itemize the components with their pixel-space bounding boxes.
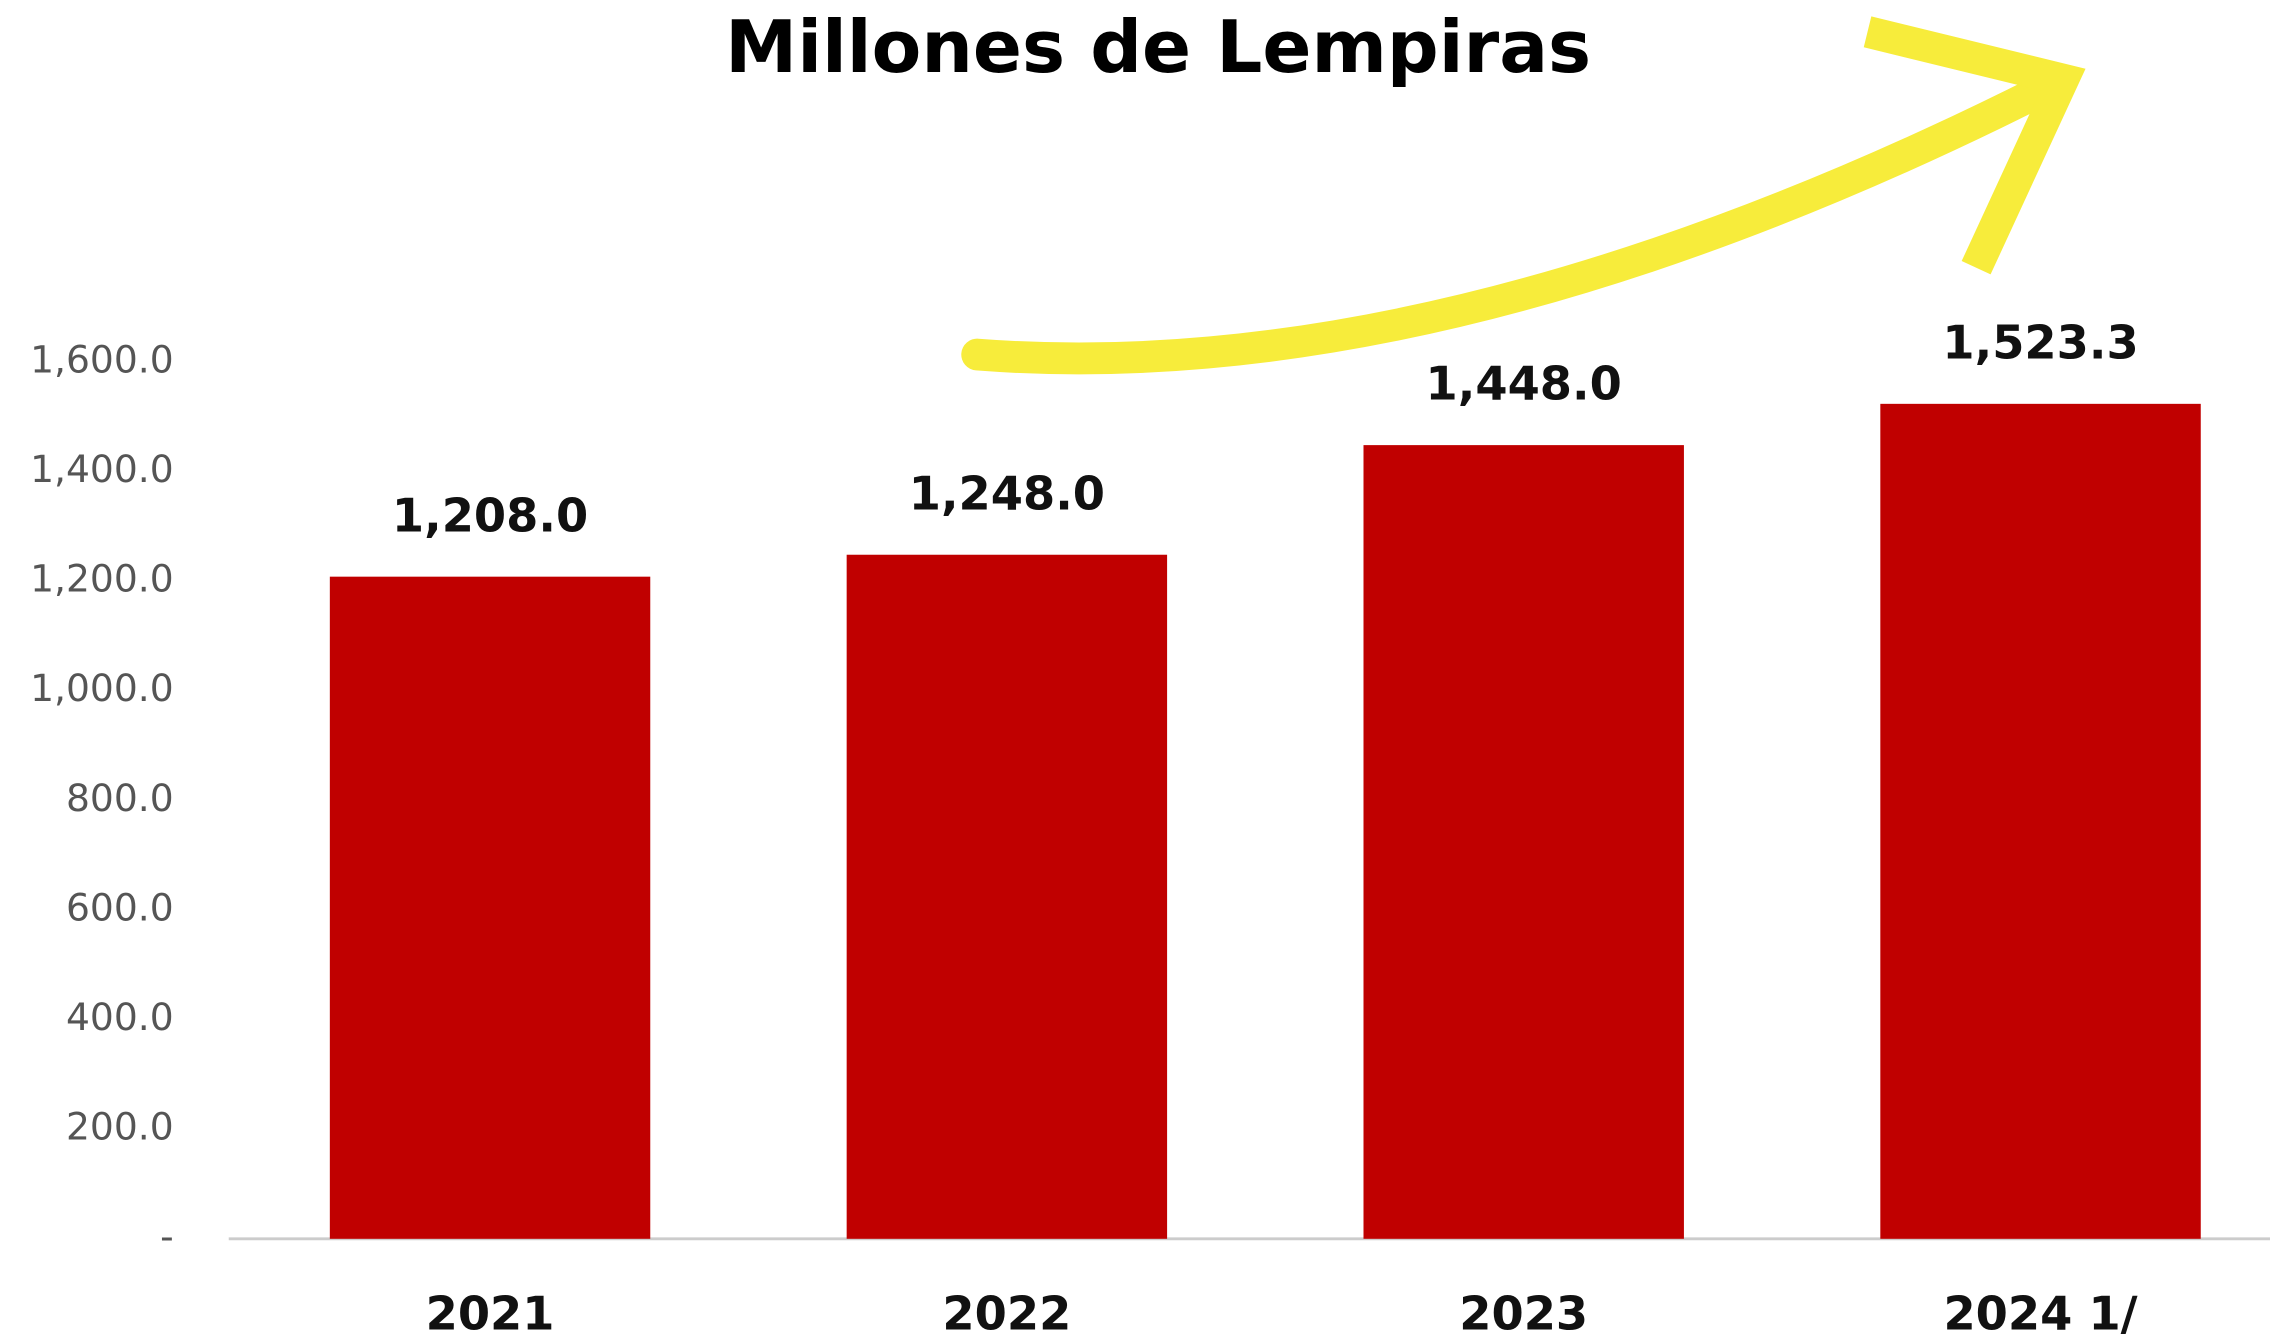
trend-arrow: [961, 16, 2086, 375]
y-tick-label: 1,000.0: [30, 666, 174, 710]
bar: [846, 554, 1168, 1239]
data-label: 1,248.0: [909, 466, 1105, 520]
data-label: 1,448.0: [1426, 357, 1622, 411]
bar: [1880, 403, 2201, 1239]
bar: [329, 576, 651, 1239]
x-tick-label: 2022: [942, 1286, 1071, 1340]
y-tick-label: 1,600.0: [30, 337, 174, 381]
y-tick-label: 800.0: [66, 776, 174, 820]
y-tick-label: 600.0: [66, 885, 174, 929]
arrow-head: [1863, 16, 2086, 275]
x-tick-label: 2021: [426, 1286, 555, 1340]
x-tick-label: 2023: [1459, 1286, 1588, 1340]
x-tick-label: 2024 1/: [1943, 1286, 2137, 1340]
y-tick-label: 400.0: [66, 995, 174, 1039]
y-tick-label: 1,200.0: [30, 557, 174, 601]
bar: [1363, 445, 1684, 1239]
y-tick-label: 1,400.0: [30, 447, 174, 491]
y-tick-label: -: [160, 1214, 174, 1258]
y-tick-label: 200.0: [66, 1105, 174, 1149]
data-label: 1,523.3: [1942, 315, 2138, 369]
chart-title: Millones de Lempiras: [725, 6, 1591, 90]
arrow-shaft: [961, 70, 2065, 375]
data-label: 1,208.0: [392, 488, 588, 542]
